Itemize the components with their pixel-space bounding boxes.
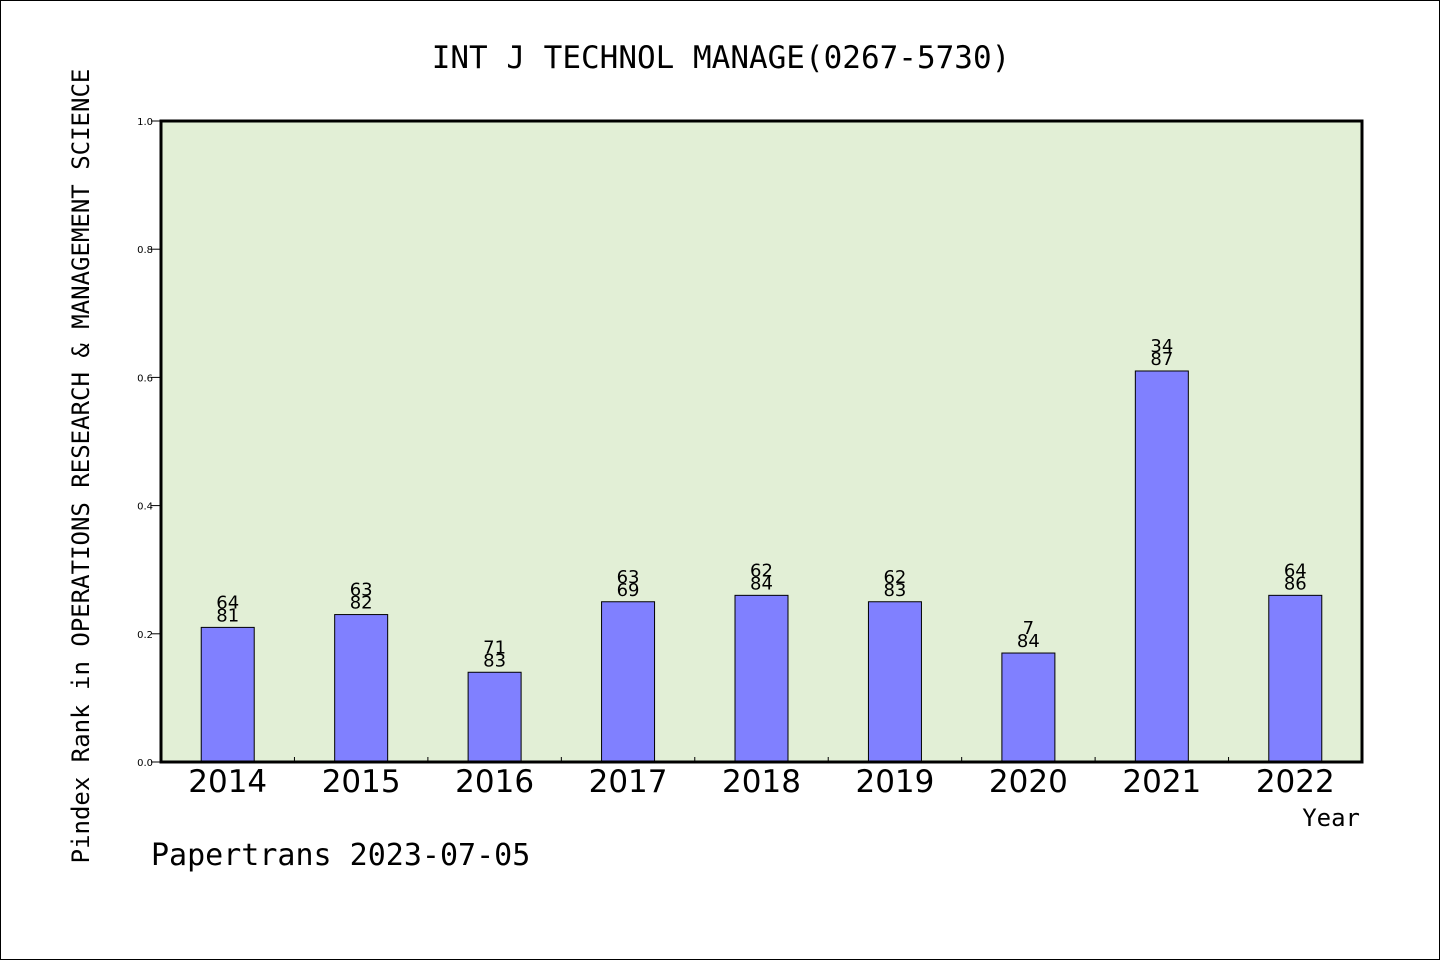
bar-2021 [1134, 370, 1189, 763]
y-axis-label: Pindex Rank in OPERATIONS RESEARCH & MAN… [67, 69, 95, 864]
bar-value-label: 86 [1284, 573, 1307, 594]
y-tick-label: 0.4 [137, 502, 153, 513]
bar-value-label: 87 [1150, 349, 1173, 370]
x-tick-label: 2022 [1256, 764, 1335, 800]
x-tick-label: 2018 [722, 764, 801, 800]
y-axis: 0.0 0.2 0.4 0.6 0.8 1.0 [137, 117, 161, 769]
x-axis-label: Year [1302, 804, 1360, 832]
bar-2014 [200, 626, 255, 763]
bar-value-label: 62 [750, 560, 773, 581]
bar-2020 [1001, 652, 1056, 763]
y-tick-label: 0.8 [137, 245, 153, 256]
bar-value-label: 71 [483, 637, 506, 658]
x-tick-label: 2016 [455, 764, 534, 800]
bar-2016 [467, 671, 522, 763]
y-tick-label: 1.0 [137, 117, 153, 128]
chart-title: INT J TECHNOL MANAGE(0267-5730) [432, 40, 1011, 76]
bar-value-label: 34 [1150, 336, 1173, 357]
bar-value-label: 64 [1284, 560, 1307, 581]
bar-value-label: 64 [216, 592, 239, 613]
bar-2017 [601, 601, 656, 763]
bar-value-label: 83 [483, 650, 506, 671]
bar-2022 [1268, 594, 1323, 763]
bar-value-label: 63 [350, 580, 373, 601]
bar-2019 [867, 601, 922, 763]
bar-value-label: 62 [883, 567, 906, 588]
bar-value-label: 63 [617, 567, 640, 588]
x-tick-label: 2015 [322, 764, 401, 800]
plot-border [159, 119, 1364, 764]
x-axis: 2014 2015 2016 2017 2018 2019 2020 2021 2022 [188, 757, 1335, 800]
x-tick-label: 2014 [188, 764, 267, 800]
footer-credit: Papertrans 2023-07-05 [151, 838, 530, 873]
bar-value-label: 69 [617, 580, 640, 601]
bar-value-label: 84 [1017, 631, 1040, 652]
bar-value-label: 7 [1023, 618, 1034, 639]
x-tick-label: 2017 [589, 764, 668, 800]
x-tick-label: 2019 [855, 764, 934, 800]
x-tick-label: 2020 [989, 764, 1068, 800]
bar-2015 [334, 614, 389, 763]
bars-group [200, 370, 1323, 763]
y-tick-label: 0.6 [137, 373, 153, 384]
y-tick-label: 0.2 [137, 630, 153, 641]
bar-value-label: 81 [216, 605, 239, 626]
y-tick-label: 0.0 [137, 758, 153, 769]
x-tick-label: 2021 [1122, 764, 1201, 800]
bar-value-label: 83 [883, 580, 906, 601]
bar-value-label: 84 [750, 573, 773, 594]
bar-2018 [734, 594, 789, 763]
bar-value-label: 82 [350, 593, 373, 614]
